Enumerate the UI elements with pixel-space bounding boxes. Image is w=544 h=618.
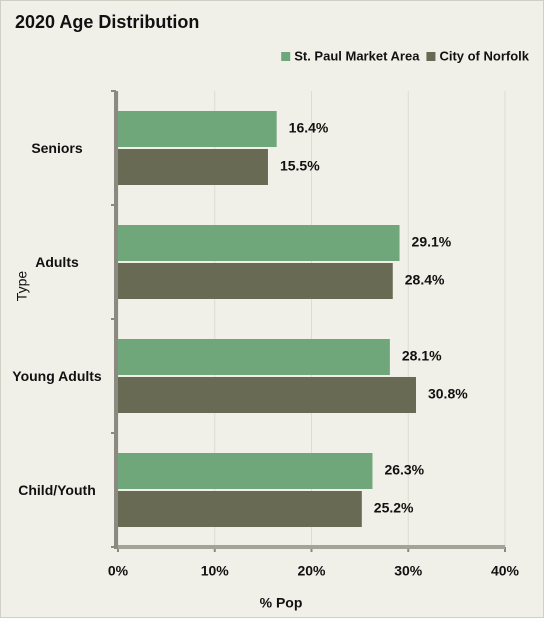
bar xyxy=(118,111,277,147)
value-label: 15.5% xyxy=(280,158,320,174)
y-tick-label: Young Adults xyxy=(12,368,102,384)
bar xyxy=(118,339,390,375)
chart-title: 2020 Age Distribution xyxy=(15,12,199,32)
value-label: 28.1% xyxy=(402,348,442,364)
x-tick-label: 20% xyxy=(297,563,326,579)
legend-label: St. Paul Market Area xyxy=(294,48,420,63)
value-label: 26.3% xyxy=(384,462,424,478)
legend-label: City of Norfolk xyxy=(439,48,529,63)
value-label: 30.8% xyxy=(428,386,468,402)
bar xyxy=(118,453,373,489)
bar xyxy=(118,263,393,299)
value-label: 16.4% xyxy=(289,120,329,136)
legend-swatch xyxy=(426,52,436,61)
x-tick-label: 40% xyxy=(491,563,520,579)
x-tick-label: 0% xyxy=(108,563,129,579)
y-tick-label: Adults xyxy=(35,254,79,270)
y-axis-title: Type xyxy=(14,271,30,302)
y-tick-label: Seniors xyxy=(31,140,83,156)
value-label: 25.2% xyxy=(374,500,414,516)
x-tick-label: 30% xyxy=(394,563,423,579)
legend-swatch xyxy=(281,52,291,61)
value-label: 29.1% xyxy=(412,234,452,250)
value-label: 28.4% xyxy=(405,272,445,288)
y-tick-label: Child/Youth xyxy=(18,482,96,498)
x-axis-title: % Pop xyxy=(260,595,303,611)
bar xyxy=(118,491,362,527)
bar xyxy=(118,225,400,261)
x-tick-label: 10% xyxy=(201,563,230,579)
bar xyxy=(118,149,268,185)
bar xyxy=(118,377,416,413)
